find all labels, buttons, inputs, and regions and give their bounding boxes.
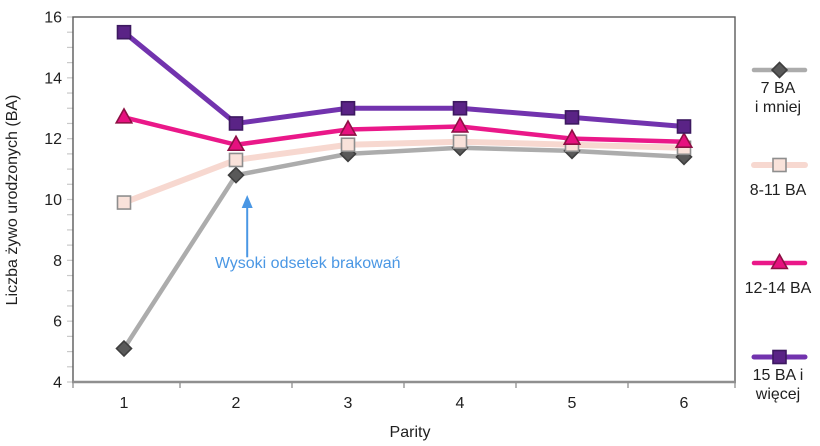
- x-tick-label: 5: [568, 395, 577, 412]
- x-tick-label: 3: [344, 395, 353, 412]
- diamond-marker-icon: [770, 61, 789, 79]
- triangle-marker-icon: [114, 107, 134, 124]
- square-marker-icon: [228, 116, 244, 131]
- legend: 7 BA i mniej 8-11 BA 12-14 BA 15 BA i więcej: [745, 61, 812, 403]
- up-arrow-icon: [241, 194, 253, 208]
- triangle-marker-icon: [674, 131, 694, 149]
- legend-label: i mniej: [755, 99, 801, 116]
- y-tick-label: 16: [44, 10, 62, 27]
- diamond-marker-icon: [115, 339, 133, 358]
- y-tick-label: 8: [53, 253, 62, 270]
- square-marker-icon: [676, 119, 692, 134]
- square-marker-icon: [452, 100, 468, 116]
- annotation-text: Wysoki odsetek brakowań: [215, 255, 401, 272]
- y-axis-title: Liczba żywo urodzonych (BA): [4, 95, 21, 306]
- y-tick-label: 4: [53, 375, 62, 392]
- triangle-marker-icon: [770, 252, 789, 270]
- square-marker-icon: [564, 110, 580, 125]
- y-tick-label: 14: [44, 70, 62, 87]
- legend-item-3: 15 BA i więcej: [751, 349, 808, 403]
- series-line-2: [121, 115, 687, 147]
- legend-label: 7 BA: [761, 80, 796, 97]
- legend-label: 12-14 BA: [745, 280, 812, 297]
- series-line-0: [121, 145, 687, 351]
- triangle-marker-icon: [450, 116, 470, 133]
- square-marker-icon: [772, 349, 787, 365]
- triangle-marker-icon: [562, 128, 582, 145]
- x-tick-label: 2: [232, 395, 241, 412]
- x-axis-title: Parity: [390, 424, 431, 441]
- triangle-marker-icon: [338, 119, 358, 136]
- legend-item-0: 7 BA i mniej: [751, 61, 808, 116]
- square-marker-icon: [772, 157, 787, 173]
- legend-label: 15 BA i: [753, 367, 804, 384]
- square-marker-icon: [340, 137, 356, 153]
- legend-label: 8-11 BA: [750, 182, 807, 199]
- square-marker-icon: [340, 100, 356, 116]
- triangle-marker-icon: [226, 134, 246, 152]
- diamond-marker-icon: [227, 166, 245, 184]
- series-line-1: [121, 138, 687, 206]
- y-tick-label: 10: [44, 192, 62, 209]
- square-marker-icon: [452, 134, 468, 150]
- y-tick-label: 12: [44, 131, 62, 148]
- square-marker-icon: [116, 195, 132, 210]
- x-tick-label: 4: [456, 395, 465, 412]
- x-tick-label: 6: [680, 395, 689, 412]
- legend-label: więcej: [755, 386, 800, 403]
- legend-item-1: 8-11 BA: [750, 157, 808, 199]
- square-marker-icon: [228, 152, 244, 168]
- legend-item-2: 12-14 BA: [745, 252, 812, 297]
- x-tick-label: 1: [120, 395, 129, 412]
- square-marker-icon: [116, 24, 132, 40]
- y-tick-label: 6: [53, 314, 62, 331]
- series-line-3: [121, 29, 687, 129]
